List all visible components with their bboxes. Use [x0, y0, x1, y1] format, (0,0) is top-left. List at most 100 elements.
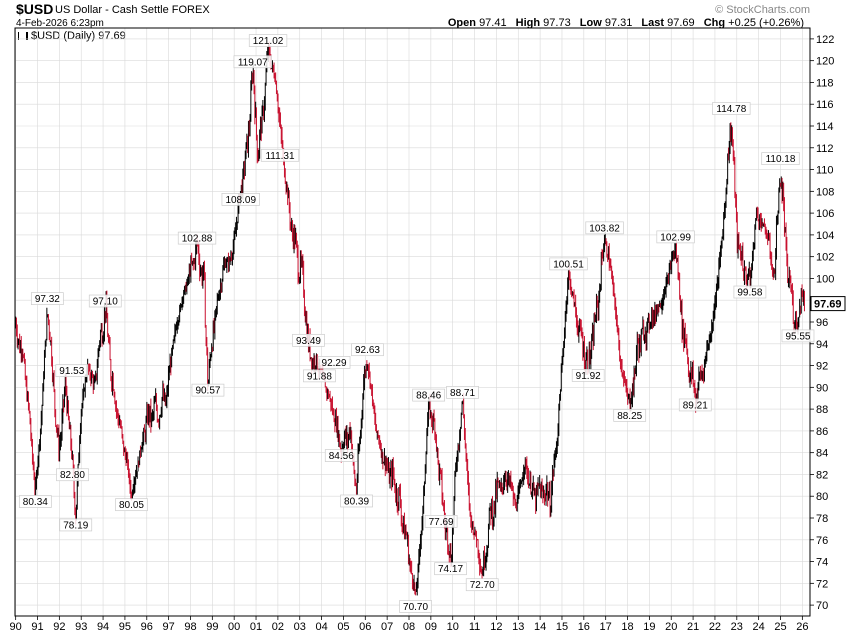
last-value-box	[810, 296, 846, 312]
annotation-label: 88.25	[617, 411, 642, 422]
annotation-box	[303, 369, 336, 383]
y-tick-label: 72	[816, 578, 828, 590]
annotation-box	[221, 193, 260, 206]
price-annotation: 92.29	[317, 356, 351, 369]
price-annotation: 99.58	[733, 285, 767, 299]
annotation-label: 111.31	[265, 151, 295, 162]
high-label: High	[515, 17, 541, 29]
annotation-label: 84.56	[329, 451, 354, 462]
price-annotation: 102.88	[177, 231, 217, 245]
annotation-label: 89.21	[683, 400, 708, 411]
x-tick-label: 01	[250, 621, 262, 633]
price-annotation: 80.39	[340, 494, 373, 507]
annotation-box	[56, 468, 89, 482]
x-tick-label: 13	[512, 621, 524, 633]
annotation-box	[317, 356, 351, 369]
price-annotation: 70.70	[399, 600, 432, 613]
last-value-marker: 97.69	[810, 296, 846, 312]
annotation-box	[177, 231, 217, 245]
y-tick-label: 70	[816, 600, 828, 612]
price-annotation: 89.21	[678, 398, 712, 412]
annotation-label: 100.51	[553, 259, 584, 270]
annotation-label: 108.09	[225, 195, 256, 206]
x-tick-label: 18	[621, 621, 633, 633]
x-tick-label: 03	[294, 621, 306, 633]
annotation-box	[18, 495, 52, 508]
x-tick-label: 14	[534, 621, 546, 633]
price-annotation: 97.10	[88, 294, 122, 308]
x-tick-label: 24	[753, 621, 765, 633]
x-tick-label: 99	[206, 621, 218, 633]
annotation-label: 88.46	[416, 391, 441, 402]
annotation-box	[678, 398, 712, 412]
price-annotation: 82.80	[56, 468, 89, 482]
annotation-box	[571, 369, 605, 382]
low-label: Low	[579, 17, 602, 29]
annotation-box	[446, 386, 479, 399]
price-annotation: 110.18	[761, 152, 800, 165]
price-annotation: 88.25	[613, 409, 647, 422]
annotation-label: 74.17	[438, 564, 463, 575]
y-tick-label: 106	[816, 208, 834, 220]
x-tick-label: 93	[75, 621, 87, 633]
annotation-box	[191, 383, 225, 397]
annotation-label: 80.05	[119, 500, 144, 511]
annotation-box	[424, 515, 458, 528]
annotation-label: 92.29	[322, 358, 347, 369]
x-tick-label: 08	[403, 621, 415, 633]
x-tick-label: 16	[578, 621, 590, 633]
y-tick-label: 88	[816, 404, 828, 416]
annotation-box	[613, 409, 647, 422]
annotation-box	[351, 343, 384, 357]
x-tick-label: 09	[425, 621, 437, 633]
price-annotation: 102.99	[656, 230, 695, 243]
annotation-label: 97.10	[93, 297, 118, 308]
y-tick-label: 116	[816, 99, 834, 111]
y-tick-label: 96	[816, 317, 828, 329]
annotation-label: 91.88	[307, 371, 332, 382]
x-axis: 90 91 92 93 94 95 96 97 98 99 00 01 02 03 04 05 06 07 08 09…	[10, 616, 808, 633]
price-annotation: 93.49	[292, 333, 325, 347]
price-annotation: 114.78	[712, 102, 751, 115]
y-tick-label: 94	[816, 339, 828, 351]
annotation-box	[412, 388, 446, 402]
x-tick-label: 19	[643, 621, 655, 633]
x-tick-label: 26	[796, 621, 808, 633]
price-annotation: 97.32	[30, 292, 64, 305]
grid-lines	[15, 28, 810, 616]
annotation-box	[399, 600, 432, 613]
price-annotation: 91.88	[303, 369, 336, 383]
y-tick-label: 74	[816, 557, 828, 569]
open-label: Open	[447, 17, 476, 29]
x-tick-label: 20	[665, 621, 677, 633]
y-tick-label: 92	[816, 361, 828, 373]
price-annotation: 91.92	[571, 369, 605, 382]
x-tick-label: 94	[97, 621, 109, 633]
y-tick-label: 110	[816, 165, 834, 177]
annotation-label: 93.49	[296, 336, 321, 347]
bar-series-icon	[18, 32, 28, 40]
price-annotation: 84.56	[324, 449, 358, 462]
annotation-box	[233, 55, 272, 69]
x-tick-label: 21	[687, 621, 699, 633]
last-value-label: 97.69	[814, 299, 842, 311]
annotation-box	[115, 498, 148, 512]
brand-watermark[interactable]: © StockCharts.com	[715, 4, 810, 16]
x-tick-label: 22	[709, 621, 721, 633]
price-annotation: 74.17	[434, 562, 467, 575]
x-tick-label: 96	[141, 621, 153, 633]
annotation-box	[55, 364, 89, 378]
annotation-box	[549, 257, 588, 271]
annotation-box	[781, 329, 815, 343]
y-tick-label: 78	[816, 513, 828, 525]
price-annotation: 121.02	[248, 34, 288, 47]
price-bars	[15, 41, 805, 596]
instrument-name: US Dollar - Cash Settle FOREX	[55, 4, 210, 16]
price-annotation: 119.07	[233, 55, 272, 69]
x-tick-label: 06	[359, 621, 371, 633]
annotation-box	[585, 221, 624, 235]
annotation-label: 95.55	[785, 331, 810, 342]
x-tick-label: 97	[162, 621, 174, 633]
y-tick-label: 90	[816, 382, 828, 394]
